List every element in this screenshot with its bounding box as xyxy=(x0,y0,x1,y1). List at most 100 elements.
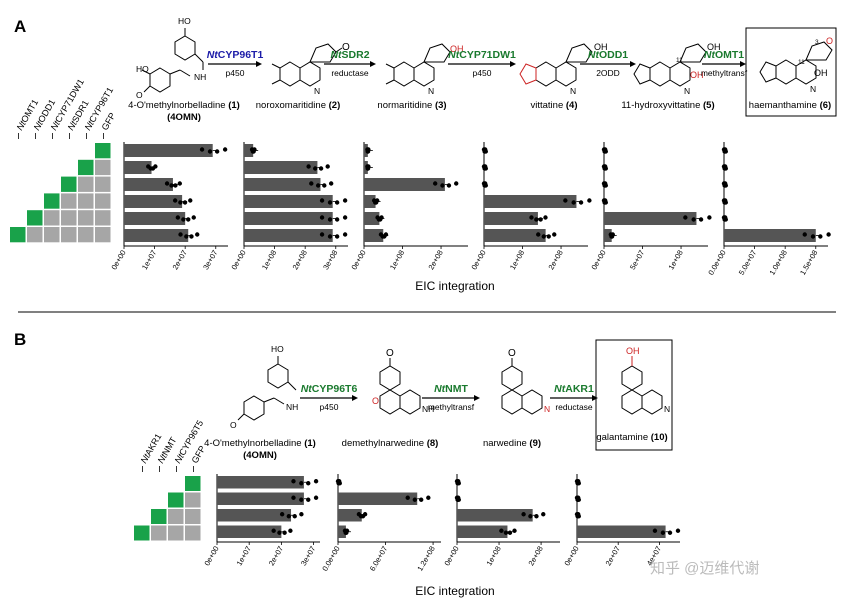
arrow-head xyxy=(510,61,516,67)
grid-cell-active xyxy=(78,159,94,176)
compound-name: 4-O'methylnorbelladine (1) xyxy=(204,438,316,449)
atom-oh: OH xyxy=(814,68,828,78)
grid-cell xyxy=(27,227,43,243)
data-point xyxy=(412,497,418,502)
data-point xyxy=(177,181,182,186)
enzyme-ntakr1: NtAKR1 xyxy=(554,383,594,395)
data-point xyxy=(181,217,186,222)
enzyme-class-label: methyltransf xyxy=(701,68,748,78)
data-point xyxy=(723,149,728,154)
structure-normaritidine xyxy=(385,43,451,87)
grid-cell xyxy=(61,193,77,209)
enzyme-ntodd1: NtODD1 xyxy=(588,49,628,61)
grid-cell xyxy=(78,176,94,192)
tick-label: 1.0e+08 xyxy=(767,249,788,277)
grid-cell-active xyxy=(44,193,60,209)
tick-label: 2e+07 xyxy=(267,545,285,568)
grid-cell xyxy=(61,227,77,243)
data-point xyxy=(603,183,608,188)
data-point xyxy=(306,497,311,502)
tick-label: 2e+08 xyxy=(291,249,309,272)
tick-label: 0.0e+00 xyxy=(320,545,341,573)
pathway-a xyxy=(141,28,833,93)
bar xyxy=(124,212,186,225)
data-point xyxy=(334,217,340,222)
data-point xyxy=(343,530,348,535)
data-point xyxy=(503,530,509,535)
data-point xyxy=(322,183,327,188)
data-point xyxy=(195,232,200,237)
data-point xyxy=(277,530,282,535)
data-point xyxy=(512,528,517,533)
bar xyxy=(124,229,189,242)
data-point xyxy=(576,497,581,502)
atom-n: N xyxy=(664,404,670,414)
data-point xyxy=(291,479,296,484)
arrow-head xyxy=(370,61,376,67)
grid-cell-active xyxy=(61,176,77,192)
grid-cell xyxy=(95,159,111,176)
bar xyxy=(217,525,282,538)
data-point xyxy=(723,217,728,222)
data-point xyxy=(609,234,614,239)
atom-ho: HO xyxy=(178,16,191,26)
data-point xyxy=(184,234,189,239)
bar xyxy=(484,212,538,225)
data-point xyxy=(818,234,823,239)
data-point xyxy=(318,166,324,171)
atom-n: N xyxy=(810,84,816,94)
bar-charts-b: 0e+00 1e+07 2e+07 3e+07 0.0e+00 6.0e+07 1.2e+0… xyxy=(202,474,681,573)
panel-b-letter: B xyxy=(14,330,26,349)
enzyme-ntsdr2: NtSDR2 xyxy=(330,49,369,61)
product-box-galantamine xyxy=(595,339,673,451)
data-point xyxy=(538,217,543,222)
arrow-head xyxy=(474,395,480,401)
data-point xyxy=(327,217,333,222)
data-point xyxy=(691,217,696,222)
tick-label: 0e+00 xyxy=(562,545,580,568)
grid-cell xyxy=(185,509,201,524)
tick-label: 3e+08 xyxy=(321,249,339,272)
bar xyxy=(124,195,183,208)
atom-labels-b: HO O NH O O NH O N OH N xyxy=(230,344,670,430)
data-point xyxy=(683,215,688,220)
data-point xyxy=(418,497,424,502)
enzyme-ntcyp96t6: NtCYP96T6 xyxy=(301,383,358,395)
enzyme-class-label: reductase xyxy=(331,68,369,78)
tick-label: 0e+00 xyxy=(469,249,487,272)
tick-label: 1.5e+08 xyxy=(798,249,819,277)
tick-label: 2e+08 xyxy=(426,249,444,272)
tick-label: 1e+08 xyxy=(666,249,684,272)
structure-4omn-b xyxy=(237,356,297,421)
bar xyxy=(604,229,612,242)
data-point xyxy=(342,215,348,220)
atom-ho: HO xyxy=(271,344,284,354)
bar xyxy=(124,144,213,157)
data-point xyxy=(534,514,539,519)
data-point xyxy=(660,530,666,535)
data-point xyxy=(279,512,285,517)
data-point xyxy=(342,198,348,203)
data-point xyxy=(376,217,382,222)
tick-label: 0e+00 xyxy=(109,249,127,272)
enzyme-class-label: reductase xyxy=(555,402,593,412)
atom-o: O xyxy=(230,420,237,430)
atom-oh: OH xyxy=(707,42,721,52)
data-point xyxy=(603,200,608,205)
tick-label: 5.0e+07 xyxy=(737,249,758,277)
data-point xyxy=(802,232,807,237)
tick-label: 2e+08 xyxy=(546,249,564,272)
tick-label: 5e+07 xyxy=(628,249,646,272)
data-point xyxy=(426,495,431,500)
arrow-head xyxy=(256,61,262,67)
atom-o: O xyxy=(372,396,379,406)
data-point xyxy=(222,147,228,152)
data-point xyxy=(576,514,581,519)
atom-o: O xyxy=(136,90,143,100)
data-point xyxy=(182,200,188,205)
tick-label: 1e+07 xyxy=(140,249,158,272)
data-point xyxy=(543,215,548,220)
tick-label: 0e+00 xyxy=(589,249,607,272)
data-point xyxy=(292,514,297,519)
grid-cell xyxy=(95,227,111,243)
